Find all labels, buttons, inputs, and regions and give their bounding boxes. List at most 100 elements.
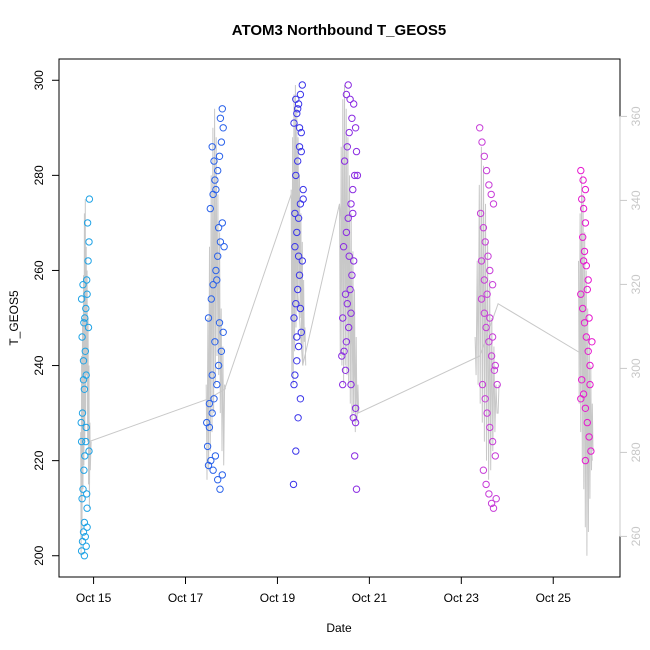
series-3-point <box>294 214 303 222</box>
y-tick-label: 240 <box>32 355 46 375</box>
series-5-point <box>488 437 497 446</box>
series-6-point <box>581 219 590 227</box>
series-2-point <box>212 266 220 275</box>
series-4-point <box>353 171 362 180</box>
series-6-point <box>585 433 593 441</box>
y2-tick-label: 320 <box>629 274 643 294</box>
series-5-point <box>480 276 488 284</box>
series-5-point <box>485 338 493 346</box>
series-4-point <box>345 323 353 332</box>
series-3-point <box>297 147 305 156</box>
series-2-point <box>208 143 216 151</box>
series-4-point <box>347 380 355 389</box>
series-3-point <box>292 95 300 104</box>
series-4-point <box>339 314 347 322</box>
series-2-point <box>217 347 226 355</box>
series-3-point <box>290 314 298 322</box>
x-axis: Oct 15 Oct 17 Oct 19 Oct 21 Oct 23 Oct 25 <box>76 576 571 605</box>
series-4-point <box>351 452 359 460</box>
series-4-point <box>338 352 346 360</box>
connector-line-layer <box>88 194 593 461</box>
y2-axis: 260 280 300 320 340 360 <box>619 106 643 546</box>
series-1-point <box>80 466 88 474</box>
series-3-point <box>290 119 298 127</box>
series-5-point <box>491 452 499 460</box>
series-2-point <box>211 338 219 346</box>
series-2-point <box>208 371 216 379</box>
series-5-point <box>478 380 487 389</box>
series-3-point <box>289 480 298 489</box>
series-1-point <box>77 437 86 446</box>
series-5-point <box>486 266 494 275</box>
series-5-point <box>479 466 488 474</box>
x-tick-label: Oct 23 <box>444 591 480 605</box>
series-3-point <box>293 357 301 365</box>
series-3-point <box>296 395 305 403</box>
series-1-point <box>80 319 88 327</box>
series-3-point <box>292 300 300 308</box>
series-6-point <box>588 338 596 346</box>
series-3-point <box>296 90 305 99</box>
series-1-point <box>83 490 91 498</box>
series-4-point <box>339 243 348 251</box>
series-6-point <box>578 376 586 384</box>
series-3-point <box>297 328 305 336</box>
series-1-point <box>84 323 93 332</box>
series-4-point <box>344 214 352 222</box>
series-1-point <box>83 523 91 531</box>
y2-tick-label: 260 <box>629 526 643 546</box>
series-2-point <box>208 409 216 417</box>
series-5-point <box>487 190 495 199</box>
y-tick-label: 300 <box>32 70 46 90</box>
series-4-point <box>345 252 353 260</box>
series-2-point <box>204 461 213 470</box>
series-6-point <box>581 185 590 194</box>
series-4-point <box>345 128 353 137</box>
series-4-point <box>348 271 356 279</box>
series-5-point <box>483 290 491 298</box>
series-2-point <box>209 281 217 289</box>
series-4-point <box>342 228 351 237</box>
series-5-point <box>480 309 488 317</box>
series-3-point <box>298 81 306 89</box>
series-1-point <box>78 495 86 503</box>
series-2-point <box>216 114 225 123</box>
series-4-point <box>344 81 352 89</box>
series-3-point <box>290 380 298 389</box>
series-1-point <box>79 485 87 493</box>
series-4-point <box>351 124 360 132</box>
series-1-point <box>83 504 91 512</box>
y2-tick-label: 360 <box>629 106 643 126</box>
series-3-point <box>295 271 304 279</box>
series-2-point <box>218 471 227 479</box>
series-4-point <box>351 404 360 412</box>
series-5-point <box>493 380 501 389</box>
series-4-point <box>340 347 348 355</box>
series-6-point <box>586 380 594 389</box>
series-5-point <box>477 257 486 265</box>
series-6-point <box>584 276 592 284</box>
series-4-point <box>346 285 354 294</box>
series-4-point <box>351 171 359 180</box>
series-5-point <box>483 409 491 417</box>
series-4-point <box>347 309 355 317</box>
series-6-point <box>579 304 587 313</box>
series-5-point <box>489 200 498 208</box>
series-3-point <box>294 285 302 294</box>
series-1-point <box>79 376 88 384</box>
series-4-point <box>352 147 361 156</box>
series-5-point <box>485 181 493 189</box>
series-1-point <box>81 347 90 355</box>
series-6-point <box>582 333 590 341</box>
series-4-point <box>343 143 351 151</box>
series-6-point <box>579 257 588 265</box>
series-4-point <box>348 114 356 123</box>
series-3-point <box>292 171 300 180</box>
series-6-point <box>579 204 588 213</box>
series-2-point <box>214 476 222 484</box>
series-2-point <box>205 399 214 408</box>
series-6-point <box>583 285 591 294</box>
series-3-point <box>296 304 305 313</box>
chart-title: ATOM3 Northbound T_GEOS5 <box>232 22 446 39</box>
series-1-point <box>82 423 90 432</box>
